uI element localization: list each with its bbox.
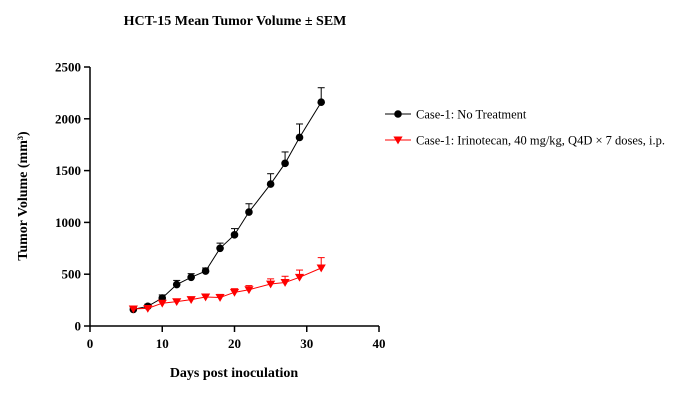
series-layer — [128, 87, 326, 314]
legend-label: Case-1: No Treatment — [416, 108, 527, 122]
x-tick-label: 0 — [87, 336, 94, 351]
series-line — [133, 101, 322, 310]
data-point — [128, 305, 138, 314]
data-point — [280, 279, 290, 287]
data-point — [172, 298, 182, 307]
y-tick-label: 2000 — [55, 111, 81, 126]
y-ticks: 0 500 1000 1500 2000 2500 — [55, 60, 90, 334]
y-tick-label: 1500 — [55, 163, 81, 178]
y-tick-label: 2500 — [55, 60, 81, 75]
axes — [89, 67, 379, 327]
series-2 — [128, 257, 326, 314]
data-point — [245, 208, 253, 216]
data-point — [143, 304, 153, 313]
y-tick-label: 1000 — [55, 215, 81, 230]
data-point — [230, 231, 239, 239]
y-axis-title: Tumor Volume (mm³) — [16, 131, 31, 261]
data-point — [201, 267, 210, 275]
data-point — [316, 264, 326, 273]
legend-item-2: Case-1: Irinotecan, 40 mg/kg, Q4D × 7 do… — [385, 134, 665, 148]
legend-label: Case-1: Irinotecan, 40 mg/kg, Q4D × 7 do… — [416, 134, 665, 148]
x-tick-label: 30 — [300, 336, 313, 351]
y-tick-label: 0 — [75, 319, 82, 334]
data-point — [281, 159, 289, 168]
data-point — [294, 273, 305, 282]
legend-item-1: Case-1: No Treatment — [385, 108, 527, 122]
data-point — [187, 273, 195, 282]
data-point — [215, 294, 225, 302]
data-point — [266, 280, 276, 289]
legend-marker — [393, 136, 403, 145]
legend-marker — [394, 110, 402, 118]
x-tick-label: 40 — [373, 336, 386, 351]
chart-title: HCT-15 Mean Tumor Volume ± SEM — [124, 14, 347, 29]
data-point — [172, 280, 181, 289]
data-point — [266, 180, 275, 188]
data-point — [186, 296, 196, 304]
data-point — [216, 244, 224, 253]
data-point — [201, 293, 211, 302]
x-axis-title: Days post inoculation — [170, 366, 299, 381]
data-point — [317, 98, 326, 107]
data-point — [244, 286, 254, 295]
legend: Case-1: No Treatment Case-1: Irinotecan, … — [385, 108, 665, 148]
data-point — [229, 288, 240, 297]
x-tick-label: 10 — [156, 336, 169, 351]
data-point — [157, 299, 167, 308]
data-point — [295, 133, 304, 142]
series-1 — [129, 87, 326, 314]
x-ticks: 0 10 20 30 40 — [87, 326, 386, 351]
y-tick-label: 500 — [62, 267, 82, 282]
x-tick-label: 20 — [228, 336, 241, 351]
